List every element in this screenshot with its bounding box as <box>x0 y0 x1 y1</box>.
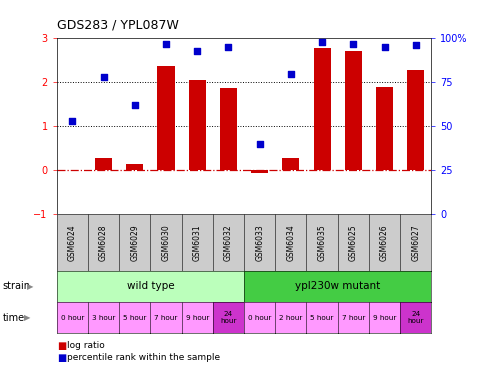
Text: 7 hour: 7 hour <box>154 314 177 321</box>
Point <box>318 39 326 45</box>
Point <box>193 48 201 54</box>
Point <box>69 118 76 124</box>
Text: ■: ■ <box>57 341 66 351</box>
Bar <box>157 66 175 170</box>
Point <box>100 74 107 80</box>
Text: 9 hour: 9 hour <box>373 314 396 321</box>
Text: GSM6028: GSM6028 <box>99 224 108 261</box>
Text: 3 hour: 3 hour <box>92 314 115 321</box>
Bar <box>220 87 237 170</box>
Bar <box>376 87 393 170</box>
Text: GSM6033: GSM6033 <box>255 224 264 261</box>
Text: GSM6027: GSM6027 <box>411 224 420 261</box>
Text: GSM6035: GSM6035 <box>317 224 326 261</box>
Point <box>350 41 357 46</box>
Text: percentile rank within the sample: percentile rank within the sample <box>67 354 220 362</box>
Bar <box>95 158 112 170</box>
Text: 5 hour: 5 hour <box>123 314 146 321</box>
Point <box>412 42 420 48</box>
Point <box>287 71 295 76</box>
Text: 9 hour: 9 hour <box>185 314 209 321</box>
Bar <box>407 70 424 170</box>
Text: ▶: ▶ <box>24 313 30 322</box>
Text: GDS283 / YPL087W: GDS283 / YPL087W <box>57 18 178 31</box>
Bar <box>189 80 206 170</box>
Point <box>162 41 170 46</box>
Text: 24
hour: 24 hour <box>220 311 237 324</box>
Text: GSM6031: GSM6031 <box>193 224 202 261</box>
Text: GSM6029: GSM6029 <box>130 224 139 261</box>
Text: GSM6025: GSM6025 <box>349 224 358 261</box>
Bar <box>126 164 143 170</box>
Bar <box>345 51 362 170</box>
Text: GSM6034: GSM6034 <box>286 224 295 261</box>
Bar <box>251 170 268 173</box>
Text: 0 hour: 0 hour <box>248 314 271 321</box>
Text: ypl230w mutant: ypl230w mutant <box>295 281 380 291</box>
Text: time: time <box>2 313 25 322</box>
Point <box>256 141 264 147</box>
Text: 0 hour: 0 hour <box>61 314 84 321</box>
Bar <box>282 158 299 170</box>
Text: GSM6024: GSM6024 <box>68 224 77 261</box>
Text: log ratio: log ratio <box>67 341 105 350</box>
Text: GSM6026: GSM6026 <box>380 224 389 261</box>
Text: ■: ■ <box>57 353 66 363</box>
Text: wild type: wild type <box>127 281 174 291</box>
Text: GSM6030: GSM6030 <box>162 224 171 261</box>
Point <box>224 44 232 50</box>
Text: ▶: ▶ <box>27 282 34 291</box>
Point <box>131 102 139 108</box>
Text: 24
hour: 24 hour <box>408 311 424 324</box>
Point <box>381 44 388 50</box>
Text: 5 hour: 5 hour <box>311 314 334 321</box>
Text: strain: strain <box>2 281 31 291</box>
Bar <box>314 48 331 170</box>
Text: GSM6032: GSM6032 <box>224 224 233 261</box>
Text: 2 hour: 2 hour <box>279 314 303 321</box>
Text: 7 hour: 7 hour <box>342 314 365 321</box>
